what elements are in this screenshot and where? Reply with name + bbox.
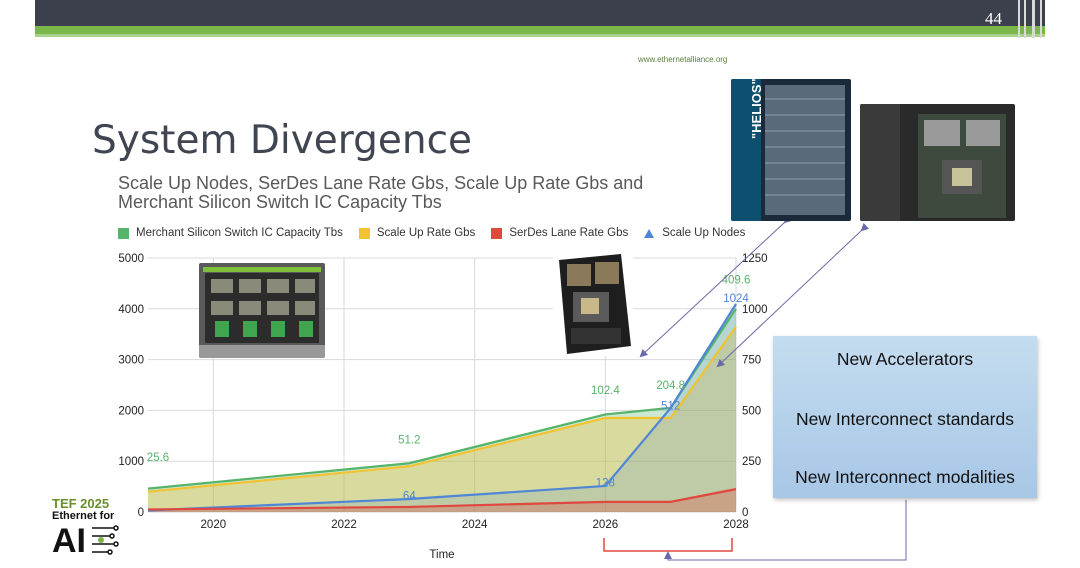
arrow-callout-to-bracket	[664, 500, 907, 561]
series-line-3	[147, 303, 737, 512]
x-axis-label: Time	[429, 549, 454, 561]
x-tick-label: 2020	[201, 519, 227, 531]
accent-bar-light	[35, 34, 1045, 37]
accelerator-module-photo	[553, 250, 633, 356]
logo-line-2: Ethernet for	[52, 510, 115, 522]
data-label: 102.4	[591, 385, 620, 397]
logo-ai-mark: AI	[52, 522, 119, 560]
y-tick-label-left: 0	[138, 507, 144, 519]
data-label: 1024	[723, 293, 749, 305]
data-label: 51.2	[398, 434, 420, 446]
series-line-2	[147, 488, 737, 511]
red-bracket	[603, 538, 733, 552]
x-tick-label: 2022	[331, 519, 357, 531]
data-label: 64	[403, 491, 416, 503]
y-tick-label-right: 750	[742, 355, 761, 367]
legend-label: SerDes Lane Rate Gbs	[509, 227, 629, 239]
y-tick-label-right: 1000	[742, 304, 768, 316]
y-tick-label-left: 4000	[118, 304, 144, 316]
data-label: 204.8	[656, 380, 685, 392]
source-url: www.ethernetalliance.org	[638, 55, 728, 64]
chart-title: Scale Up Nodes, SerDes Lane Rate Gbs, Sc…	[118, 173, 644, 212]
logo-line-1: TEF 2025	[52, 496, 110, 511]
accent-bar	[35, 26, 1045, 34]
y-tick-label-right: 250	[742, 456, 761, 468]
arrow-board-to-chart	[716, 222, 870, 368]
server-tray-photo	[199, 263, 325, 358]
decorative-lines	[1018, 0, 1044, 38]
data-label: 25.6	[147, 452, 169, 464]
legend-item-serdes: SerDes Lane Rate Gbs	[491, 227, 628, 239]
helios-logo-text: "HELIOS"	[749, 79, 764, 139]
legend-swatch-red	[491, 227, 503, 239]
y-tick-label-left: 2000	[118, 405, 144, 417]
y-tick-label-right: 500	[742, 405, 761, 417]
legend-item-scale-up-rate: Scale Up Rate Gbs	[358, 227, 476, 239]
callout-item-standards: New Interconnect standards	[796, 409, 1014, 429]
callout-item-accelerators: New Accelerators	[836, 349, 974, 369]
data-label: 128	[596, 478, 615, 490]
x-tick-label: 2024	[462, 519, 488, 531]
legend-label: Merchant Silicon Switch IC Capacity Tbs	[136, 227, 343, 239]
series-area-3	[148, 303, 736, 512]
legend-swatch-yellow	[358, 227, 370, 239]
y-tick-label-left: 1000	[118, 456, 144, 468]
y-tick-label-right: 0	[742, 507, 748, 519]
y-tick-label-left: 3000	[118, 355, 144, 367]
series-line-1	[147, 325, 737, 493]
data-label: 512	[661, 400, 680, 412]
svg-text:AI: AI	[52, 522, 86, 556]
arrow-rack-to-module	[639, 214, 793, 358]
y-tick-label-left: 5000	[118, 253, 144, 265]
helios-rack-photo: "HELIOS"	[731, 79, 851, 221]
series-area-1	[148, 326, 736, 512]
data-label: 409.6	[722, 274, 751, 286]
legend-label: Scale Up Rate Gbs	[376, 227, 476, 239]
top-bar	[35, 0, 1045, 26]
legend-swatch-green	[118, 227, 129, 239]
series-area-0	[148, 308, 736, 512]
page-number: 44	[985, 9, 1002, 28]
series-area-2	[148, 489, 736, 512]
x-tick-label: 2028	[723, 519, 749, 531]
legend-item-switch-capacity: Merchant Silicon Switch IC Capacity Tbs	[118, 227, 343, 239]
x-tick-label: 2026	[593, 519, 619, 531]
tef-2025-logo: TEF 2025 Ethernet for AI	[52, 496, 124, 560]
callout-box: New Accelerators New Interconnect standa…	[773, 336, 1037, 498]
slide-title: System Divergence	[92, 118, 473, 163]
callout-item-modalities: New Interconnect modalities	[795, 467, 1015, 487]
compute-board-photo	[860, 104, 1015, 221]
